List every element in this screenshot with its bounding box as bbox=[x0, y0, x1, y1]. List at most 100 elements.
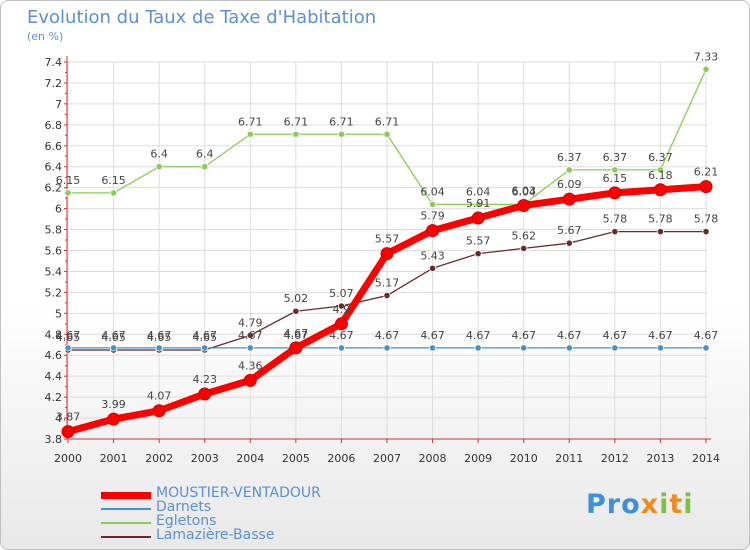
legend-label: Lamazière-Basse bbox=[156, 527, 275, 543]
data-point bbox=[702, 228, 710, 236]
data-label: 4.65 bbox=[192, 331, 217, 344]
legend-label: MOUSTIER-VENTADOUR bbox=[156, 485, 321, 501]
data-label: 5.07 bbox=[329, 287, 354, 300]
y-tick-label: 7.2 bbox=[45, 77, 63, 90]
data-label: 6.71 bbox=[375, 115, 400, 128]
data-point bbox=[64, 344, 72, 352]
data-label: 5.78 bbox=[603, 213, 628, 226]
proxiti-logo: Proxiti bbox=[586, 489, 694, 520]
legend-label: Egletons bbox=[156, 513, 217, 529]
data-label: 6.4 bbox=[196, 148, 214, 161]
data-label: 6.04 bbox=[511, 185, 536, 198]
data-point bbox=[653, 183, 667, 197]
x-tick-label: 2005 bbox=[282, 452, 310, 465]
data-label: 4.67 bbox=[329, 329, 354, 342]
x-tick-label: 2011 bbox=[555, 452, 583, 465]
y-tick-label: 3.8 bbox=[45, 433, 63, 446]
y-tick-label: 4 bbox=[55, 412, 62, 425]
y-tick-label: 7.4 bbox=[45, 56, 63, 69]
data-point bbox=[428, 264, 437, 272]
data-point bbox=[246, 331, 254, 339]
data-point bbox=[656, 228, 665, 236]
data-label: 6.15 bbox=[56, 174, 81, 187]
data-label: 4.07 bbox=[147, 390, 172, 403]
data-point bbox=[702, 344, 710, 352]
data-point bbox=[426, 224, 440, 238]
data-label: 6.04 bbox=[466, 185, 491, 198]
data-label: 5.91 bbox=[466, 197, 491, 210]
data-point bbox=[64, 189, 72, 197]
data-label: 5.02 bbox=[284, 292, 309, 305]
x-tick-label: 2003 bbox=[191, 452, 219, 465]
x-tick-label: 2001 bbox=[100, 452, 128, 465]
data-label: 4.65 bbox=[56, 331, 81, 344]
data-point bbox=[380, 247, 394, 261]
data-label: 6.71 bbox=[238, 115, 263, 128]
data-label: 4.67 bbox=[694, 329, 719, 342]
data-label: 6.04 bbox=[420, 185, 445, 198]
data-label: 5.57 bbox=[375, 233, 400, 246]
data-label: 3.87 bbox=[56, 411, 81, 424]
y-tick-label: 4.8 bbox=[45, 328, 63, 341]
data-label: 4.67 bbox=[511, 329, 536, 342]
data-label: 4.79 bbox=[238, 316, 263, 329]
data-label: 4.67 bbox=[238, 329, 263, 342]
data-point bbox=[246, 130, 254, 138]
data-label: 5.79 bbox=[420, 210, 445, 223]
data-label: 6.71 bbox=[329, 115, 354, 128]
data-point bbox=[562, 192, 576, 206]
x-tick-label: 2002 bbox=[145, 452, 173, 465]
data-point bbox=[337, 130, 346, 138]
x-tick-label: 2010 bbox=[510, 452, 538, 465]
data-point bbox=[337, 302, 346, 310]
data-point bbox=[474, 250, 482, 258]
y-tick-label: 6 bbox=[55, 203, 62, 216]
data-label: 4.36 bbox=[238, 359, 263, 372]
y-tick-label: 4.6 bbox=[45, 349, 63, 362]
y-tick-label: 7 bbox=[55, 98, 62, 111]
data-point bbox=[107, 412, 121, 426]
data-point bbox=[565, 166, 573, 174]
y-tick-label: 4.2 bbox=[45, 391, 63, 404]
data-label: 6.71 bbox=[284, 115, 309, 128]
data-label: 6.37 bbox=[557, 151, 582, 164]
data-label: 6.37 bbox=[603, 151, 628, 164]
data-point bbox=[201, 344, 209, 352]
data-label: 5.67 bbox=[557, 224, 582, 237]
y-tick-label: 6.6 bbox=[45, 140, 63, 153]
data-point bbox=[201, 163, 209, 171]
data-label: 5.62 bbox=[511, 229, 536, 242]
data-label: 5.57 bbox=[466, 235, 491, 248]
data-label: 6.09 bbox=[557, 178, 582, 191]
legend-swatch bbox=[101, 536, 151, 538]
data-point bbox=[520, 244, 528, 253]
data-point bbox=[198, 387, 212, 401]
y-tick-label: 5.2 bbox=[45, 286, 63, 299]
data-point bbox=[611, 344, 619, 352]
data-label: 6.15 bbox=[101, 174, 126, 187]
data-point bbox=[702, 65, 710, 73]
data-point bbox=[383, 291, 391, 300]
data-label: 4.67 bbox=[101, 329, 126, 342]
data-point bbox=[155, 344, 163, 352]
series-darnets: 4.67 4.67 4.67 4.67 4.67 4.67 4.67 4.67 4.67 4.67… bbox=[56, 329, 719, 352]
data-label: 6.18 bbox=[648, 169, 673, 182]
data-point bbox=[656, 344, 665, 352]
data-point bbox=[383, 344, 391, 352]
chart-title: Evolution du Taux de Taxe d'Habitation bbox=[27, 7, 377, 28]
data-label: 5.43 bbox=[420, 249, 445, 262]
data-label: 4.67 bbox=[375, 329, 400, 342]
data-point bbox=[517, 198, 531, 212]
data-label: 4.67 bbox=[648, 329, 673, 342]
data-point bbox=[565, 239, 573, 247]
data-point bbox=[611, 166, 619, 174]
data-point bbox=[289, 341, 303, 355]
chart-subtitle: (en %) bbox=[27, 30, 64, 43]
x-tick-label: 2006 bbox=[327, 452, 355, 465]
series-moustier-ventadour: 3.873.994.074.234.364.674.95.575.795.916… bbox=[56, 166, 718, 439]
data-label: 4.65 bbox=[101, 331, 126, 344]
data-label: 4.65 bbox=[147, 331, 172, 344]
data-point bbox=[109, 189, 118, 197]
y-tick-label: 6.4 bbox=[45, 161, 63, 174]
